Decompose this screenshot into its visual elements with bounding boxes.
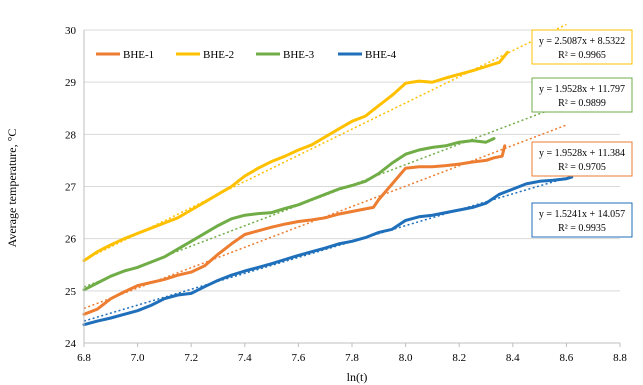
equation-box — [531, 29, 633, 65]
series-line-bhe-3 — [82, 137, 496, 292]
x-tick-label: 8.8 — [613, 352, 627, 364]
y-tick-label: 26 — [65, 234, 77, 246]
equation-box — [531, 77, 633, 113]
x-tick-label: 7.2 — [184, 352, 198, 364]
tick-labels: 24 25 26 27 28 29 30 6.8 7.0 7.2 7.4 7.6 7.8 8.0 8.2 8.… — [65, 25, 627, 364]
x-tick-label: 8.2 — [452, 352, 466, 364]
x-tick-label: 7.6 — [292, 352, 306, 364]
x-tick-label: 8.4 — [506, 352, 520, 364]
data-series — [82, 50, 574, 327]
series-line-bhe-1 — [82, 144, 507, 316]
legend-label: BHE-3 — [283, 49, 315, 61]
y-tick-label: 24 — [65, 338, 77, 350]
y-tick-label: 25 — [65, 286, 77, 298]
y-tick-label: 29 — [65, 77, 77, 89]
y-tick-label: 28 — [65, 129, 77, 141]
y-tick-label: 30 — [65, 25, 77, 37]
equation-text: y = 1.9528x + 11.797 — [539, 84, 625, 95]
r-squared-text: R² = 0.9965 — [558, 50, 606, 61]
legend-label: BHE-4 — [365, 49, 397, 61]
x-tick-label: 6.8 — [77, 352, 91, 364]
r-squared-text: R² = 0.9935 — [558, 223, 606, 234]
legend-label: BHE-2 — [203, 49, 234, 61]
x-tick-label: 8.0 — [399, 352, 413, 364]
legend-label: BHE-1 — [123, 49, 154, 61]
legend: BHE-1 BHE-2 BHE-3 BHE-4 — [96, 49, 397, 61]
series-line-bhe-2 — [82, 50, 509, 263]
axes — [83, 30, 621, 347]
x-tick-label: 8.6 — [560, 352, 574, 364]
y-axis-label: Average temperature, °C — [5, 129, 19, 248]
x-tick-label: 7.8 — [345, 352, 359, 364]
equation-text: y = 2.5087x + 8.5322 — [539, 36, 625, 47]
r-squared-text: R² = 0.9899 — [558, 98, 606, 109]
trendline-bhe-2 — [83, 23, 567, 261]
equation-labels: y = 2.5087x + 8.5322 R² = 0.9965 y = 1.952… — [531, 29, 633, 238]
x-tick-label: 7.4 — [238, 352, 252, 364]
equation-box — [531, 202, 633, 238]
r-squared-text: R² = 0.9705 — [558, 162, 606, 173]
y-tick-label: 27 — [65, 182, 77, 194]
series-line-bhe-4 — [82, 175, 574, 327]
equation-text: y = 1.9528x + 11.384 — [539, 148, 625, 159]
equation-box — [531, 141, 633, 177]
x-tick-label: 7.0 — [131, 352, 145, 364]
x-axis-label: ln(t) — [347, 370, 368, 384]
equation-text: y = 1.5241x + 14.057 — [539, 209, 625, 220]
